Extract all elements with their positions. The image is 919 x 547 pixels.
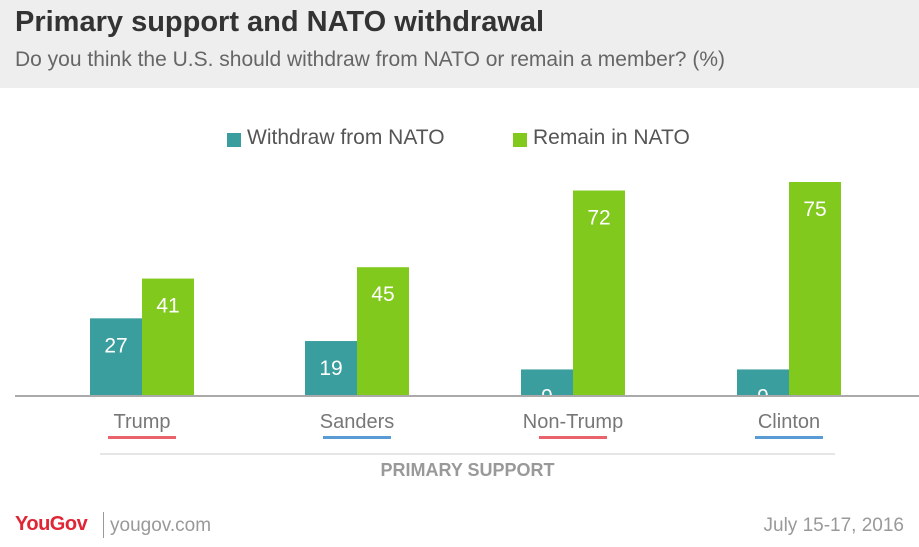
bar-remain-2 [573, 190, 625, 395]
bar-withdraw-2 [521, 369, 573, 395]
footer-date: July 15-17, 2016 [763, 515, 905, 536]
legend-swatch-withdraw [227, 133, 241, 147]
footer-divider [103, 512, 104, 538]
bar-remain-1 [357, 267, 409, 395]
data-label-remain-1: 45 [371, 283, 394, 306]
data-label-remain-3: 75 [803, 198, 826, 221]
category-underline-0 [108, 436, 176, 439]
bar-remain-3 [789, 182, 841, 395]
bar-withdraw-3 [737, 369, 789, 395]
legend-label-remain: Remain in NATO [533, 126, 690, 149]
data-label-remain-0: 41 [156, 295, 179, 318]
data-label-withdraw-0: 27 [104, 334, 127, 357]
category-underline-1 [323, 436, 391, 439]
footer-site: yougov.com [110, 515, 212, 536]
legend: Withdraw from NATO Remain in NATO [0, 126, 919, 152]
bar-withdraw-0 [90, 318, 142, 395]
x-axis-title: PRIMARY SUPPORT [380, 460, 555, 480]
chart-subtitle: Do you think the U.S. should withdraw fr… [15, 48, 725, 71]
category-label-0: Trump [113, 411, 170, 433]
bar-remain-0 [142, 278, 194, 395]
category-label-1: Sanders [320, 411, 395, 433]
header-band: Primary support and NATO withdrawal Do y… [0, 0, 919, 88]
category-label-2: Non-Trump [523, 411, 623, 433]
category-label-3: Clinton [758, 411, 820, 433]
legend-label-withdraw: Withdraw from NATO [247, 126, 445, 149]
yougov-logo: YouGov [15, 513, 88, 535]
bar-withdraw-1 [305, 341, 357, 395]
category-underline-3 [755, 436, 823, 439]
legend-swatch-remain [513, 133, 527, 147]
data-label-remain-2: 72 [587, 207, 610, 230]
chart-title: Primary support and NATO withdrawal [15, 6, 545, 38]
category-underline-2 [539, 436, 607, 439]
data-label-withdraw-1: 19 [319, 357, 342, 380]
